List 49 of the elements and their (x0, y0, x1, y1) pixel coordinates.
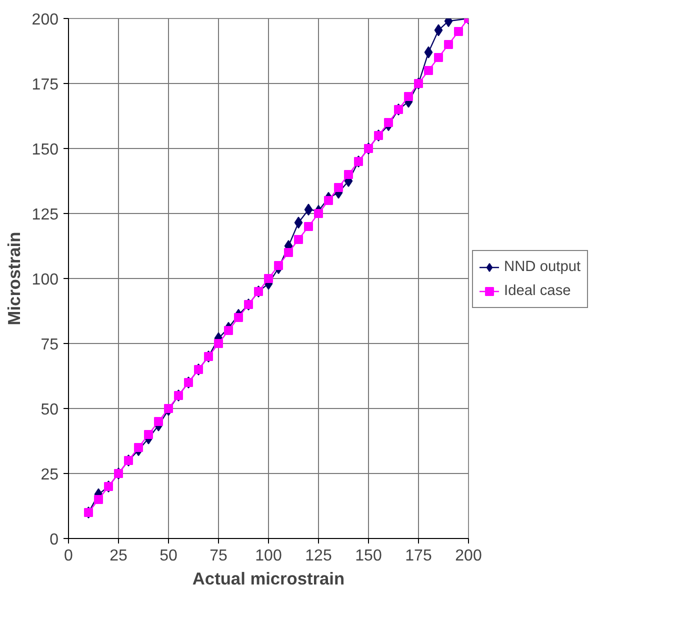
point (454, 27, 463, 36)
point (334, 183, 343, 192)
legend-label: NND output (504, 259, 581, 275)
point (404, 92, 413, 101)
y-tick-label: 25 (40, 466, 59, 484)
x-tick-label: 150 (355, 548, 382, 564)
point (264, 274, 273, 283)
point (144, 430, 153, 439)
y-tick-label: 200 (32, 12, 59, 28)
x-tick-label: 175 (405, 548, 432, 564)
point (154, 417, 163, 426)
y-tick-label: 0 (50, 532, 59, 548)
y-tick-label: 50 (40, 402, 59, 418)
x-tick-label: 75 (210, 548, 228, 564)
y-axis-title: Microstrain (4, 232, 24, 326)
y-tick-label: 175 (32, 76, 59, 94)
y-tick-label: 125 (32, 206, 59, 224)
x-tick-label: 125 (305, 548, 332, 564)
point (134, 443, 143, 452)
point (424, 66, 433, 75)
x-axis-title: Actual microstrain (192, 568, 345, 588)
legend-label: Ideal case (504, 283, 571, 299)
point (344, 170, 353, 179)
x-tick-label: 0 (64, 548, 74, 564)
point (304, 204, 313, 216)
point (294, 216, 303, 229)
point (384, 118, 393, 127)
x-tick-label: 50 (160, 548, 178, 564)
x-tick-label: 100 (255, 548, 282, 564)
point (304, 222, 313, 231)
y-tick-label: 100 (32, 272, 59, 288)
point (314, 209, 323, 218)
point (444, 40, 453, 49)
point (94, 495, 103, 504)
point (434, 53, 443, 62)
point (434, 24, 443, 36)
x-tick-label: 25 (110, 548, 128, 564)
point (294, 235, 303, 244)
point (214, 339, 223, 348)
point (224, 326, 233, 335)
point (274, 261, 283, 270)
point (324, 196, 333, 205)
point (164, 404, 173, 413)
point (424, 46, 433, 58)
y-tick-label: 150 (32, 142, 59, 158)
y-tick-label: 75 (40, 336, 59, 354)
point (284, 248, 293, 257)
point (234, 313, 243, 322)
x-tick-label: 200 (455, 548, 482, 564)
